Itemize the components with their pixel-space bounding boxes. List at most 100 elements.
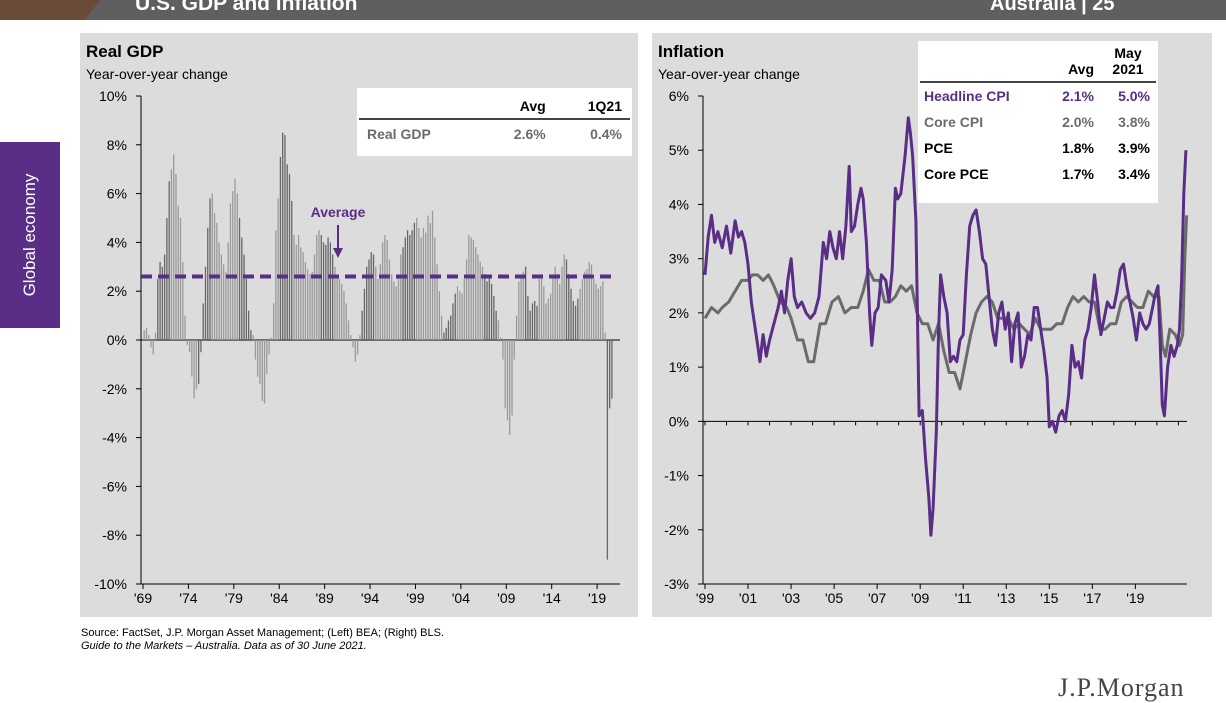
- gdp-bar: [143, 330, 145, 340]
- y-tick-label: 8%: [107, 137, 127, 153]
- x-tick-label: '09: [497, 590, 515, 606]
- x-tick-label: '99: [406, 590, 424, 606]
- gdp-bar: [286, 164, 288, 340]
- gdp-bar: [186, 340, 188, 345]
- gdp-bar: [170, 169, 173, 340]
- side-tab[interactable]: Global economy: [0, 142, 60, 328]
- gdp-bar: [593, 279, 595, 340]
- x-tick-label: '01: [739, 590, 757, 606]
- gdp-bar: [177, 205, 179, 340]
- gdp-bar: [436, 264, 438, 340]
- gdp-bar: [411, 230, 413, 340]
- gdp-bar: [391, 274, 393, 340]
- gdp-bar: [191, 340, 193, 377]
- gdp-bar: [259, 340, 261, 384]
- infl-row-label: PCE: [924, 140, 953, 156]
- gdp-bar: [397, 276, 400, 340]
- gdp-bar: [425, 232, 427, 340]
- gdp-bar: [188, 340, 191, 353]
- y-tick-label: 5%: [669, 142, 689, 158]
- gdp-bar: [452, 303, 454, 340]
- gdp-bar: [477, 254, 479, 340]
- y-tick-label: 0%: [669, 413, 689, 429]
- infl-row-avg: 2.0%: [1062, 114, 1094, 130]
- gdp-bar: [515, 315, 518, 340]
- gdp-bar: [148, 335, 150, 340]
- gdp-bar: [327, 237, 329, 340]
- infl-row-label: Core CPI: [924, 114, 984, 130]
- gdp-bar: [318, 230, 320, 340]
- gdp-bar: [363, 288, 366, 340]
- gdp-bar: [604, 332, 606, 340]
- gdp-bar: [595, 283, 597, 340]
- gdp-bar: [570, 288, 572, 340]
- page-section-number: Australia | 25: [990, 0, 1115, 15]
- gdp-bar: [454, 293, 456, 340]
- real-gdp-table: Avg 1Q21 Real GDP 2.6% 0.4%: [357, 88, 632, 156]
- gdp-bar: [438, 291, 441, 340]
- gdp-bar: [254, 340, 257, 360]
- gdp-bar: [150, 340, 152, 348]
- gdp-bar: [493, 296, 495, 340]
- y-tick-label: -10%: [94, 576, 127, 592]
- gdp-bar: [200, 340, 202, 353]
- gdp-bar: [484, 274, 486, 340]
- gdp-bar: [404, 237, 406, 340]
- gdp-bar: [488, 276, 490, 340]
- gdp-bar: [463, 279, 465, 340]
- gdp-bar: [608, 340, 611, 409]
- x-tick-label: '17: [1083, 590, 1101, 606]
- gdp-bar: [313, 254, 316, 340]
- y-tick-label: -2%: [664, 522, 689, 538]
- gdp-bar: [182, 261, 184, 340]
- gdp-bar: [268, 340, 270, 355]
- gdp-bar: [402, 247, 404, 340]
- jpmorgan-logo: J.P.Morgan: [1058, 673, 1185, 702]
- x-tick-label: '99: [696, 590, 714, 606]
- inflation-table: Avg May 2021 Headline CPI 2.1% 5.0% Core …: [918, 41, 1158, 203]
- gdp-bar: [245, 279, 248, 340]
- x-tick-label: '13: [997, 590, 1015, 606]
- gdp-bar: [490, 283, 493, 340]
- gdp-bar: [481, 266, 484, 340]
- gdp-bar: [154, 332, 157, 340]
- footnote: Source: FactSet, J.P. Morgan Asset Manag…: [81, 627, 444, 653]
- gdp-bar: [522, 271, 525, 340]
- x-tick-label: '74: [179, 590, 197, 606]
- gdp-bar: [518, 281, 520, 340]
- y-tick-label: 2%: [669, 305, 689, 321]
- gdp-bar: [611, 340, 613, 399]
- gdp-bar: [524, 266, 527, 340]
- gdp-bar: [545, 303, 547, 340]
- x-tick-label: '79: [225, 590, 243, 606]
- gdp-bar: [520, 276, 522, 340]
- gdp-bar: [145, 327, 148, 340]
- gdp-bar: [377, 279, 379, 340]
- x-tick-label: '04: [452, 590, 470, 606]
- inflation-subtitle: Year-over-year change: [658, 66, 800, 82]
- infl-row-label: Core PCE: [924, 166, 989, 182]
- x-tick-label: '94: [361, 590, 379, 606]
- x-tick-label: '84: [270, 590, 288, 606]
- gdp-bar: [574, 305, 577, 340]
- gdp-bar: [284, 135, 286, 340]
- gdp-bar: [395, 286, 397, 340]
- y-tick-label: 3%: [669, 251, 689, 267]
- infl-row-latest: 3.8%: [1118, 114, 1150, 130]
- gdp-bar: [225, 271, 227, 340]
- y-tick-label: -1%: [664, 468, 689, 484]
- gdp-bar: [252, 335, 254, 340]
- real-gdp-title: Real GDP: [86, 42, 164, 61]
- gdp-bar: [561, 266, 563, 340]
- gdp-bar: [427, 215, 429, 340]
- infl-table-row: Headline CPI 2.1% 5.0%: [920, 82, 1156, 109]
- gdp-bar: [300, 247, 302, 340]
- x-tick-label: '07: [868, 590, 886, 606]
- gdp-bar: [232, 191, 234, 340]
- gdp-bar: [322, 242, 325, 340]
- gdp-bar: [509, 340, 511, 436]
- gdp-bar: [175, 174, 177, 340]
- gdp-bar: [602, 281, 604, 340]
- gdp-bar: [311, 271, 313, 340]
- gdp-bar: [302, 252, 304, 340]
